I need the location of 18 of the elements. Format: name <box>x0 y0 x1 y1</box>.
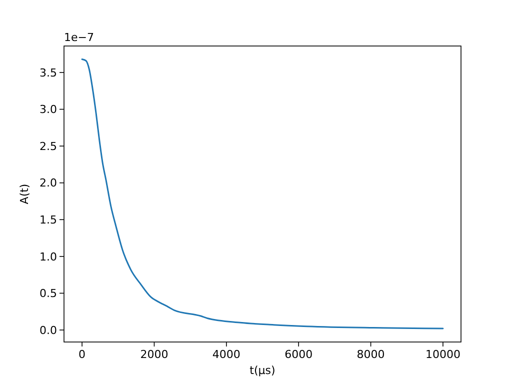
x-tick-label: 2000 <box>140 348 168 361</box>
x-tick-label: 10000 <box>425 348 460 361</box>
x-tick-label: 4000 <box>212 348 240 361</box>
y-tick-label: 1.5 <box>40 213 57 226</box>
x-tick-label: 8000 <box>356 348 385 361</box>
y-tick-label: 2.0 <box>40 176 57 190</box>
text: 1e−7 <box>64 31 94 44</box>
y-tick-label: 3.5 <box>40 66 57 80</box>
line-series <box>81 58 444 330</box>
y-tick-label: 1.0 <box>40 250 57 264</box>
y-axis-title: A(t) <box>18 184 31 204</box>
x-axis-title: t(μs) <box>250 364 276 377</box>
y-tick-label: 0.5 <box>40 287 57 300</box>
y-tick-label: 2.5 <box>40 140 57 153</box>
y-tick-label: 0.0 <box>40 324 57 337</box>
x-tick-label: 0 <box>78 348 86 361</box>
y-tick-label: 3.0 <box>40 103 57 116</box>
x-tick-label: 6000 <box>284 348 313 361</box>
